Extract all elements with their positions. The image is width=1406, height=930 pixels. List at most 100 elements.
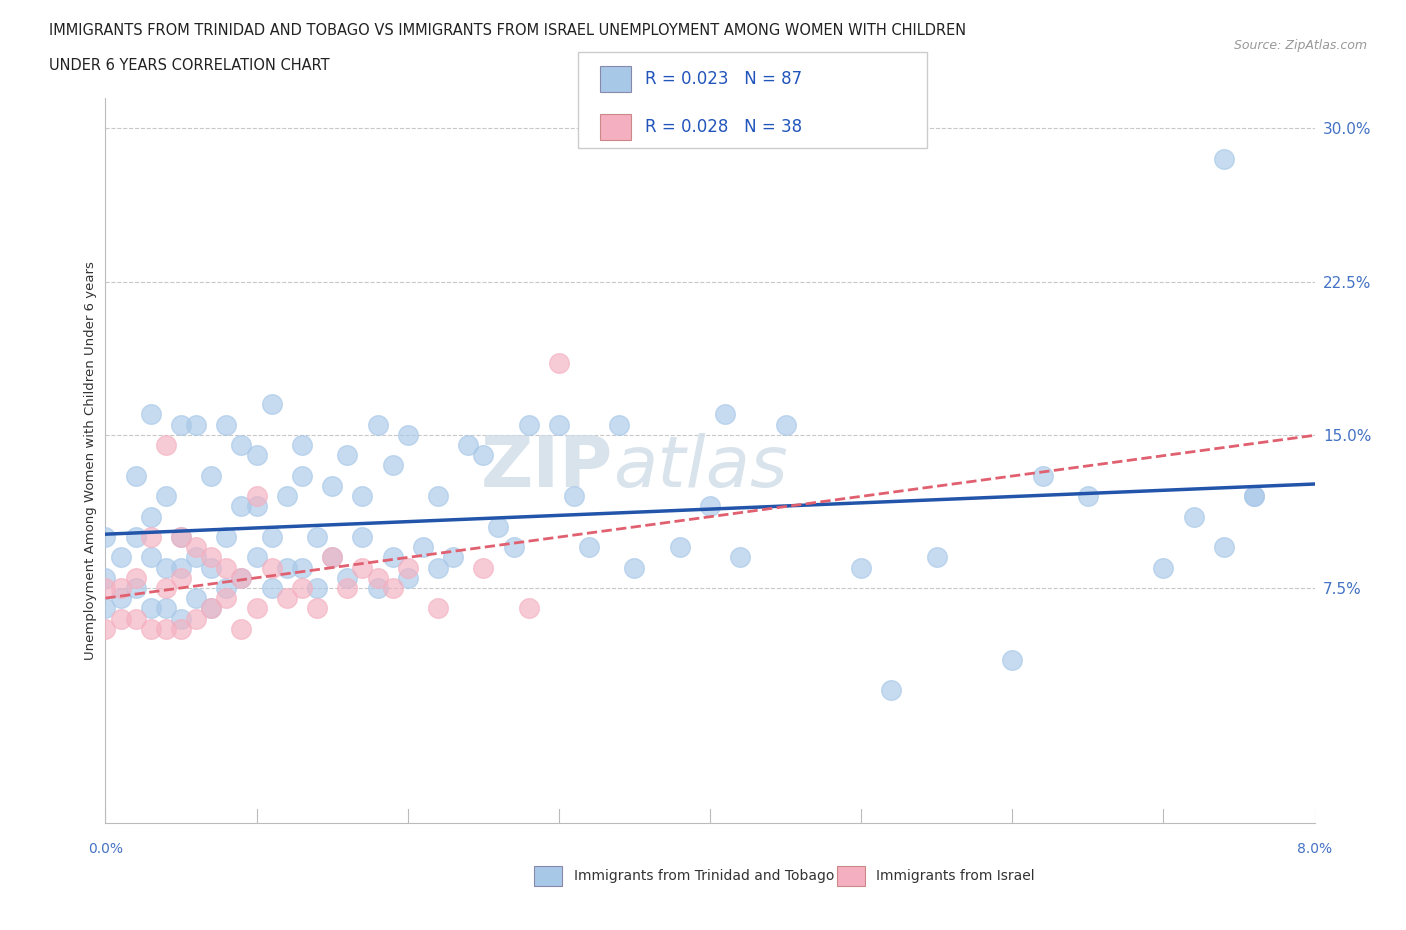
Point — [291, 580, 314, 595]
Point — [427, 560, 450, 575]
Point — [94, 621, 117, 636]
Text: UNDER 6 YEARS CORRELATION CHART: UNDER 6 YEARS CORRELATION CHART — [49, 58, 330, 73]
Point — [352, 488, 374, 503]
Point — [548, 418, 571, 432]
Point — [562, 488, 585, 503]
Point — [246, 601, 269, 616]
Point — [367, 580, 389, 595]
Point — [291, 560, 314, 575]
Point — [730, 550, 752, 565]
Point — [276, 591, 298, 605]
Text: R = 0.028   N = 38: R = 0.028 N = 38 — [645, 118, 803, 137]
Point — [488, 519, 510, 534]
Point — [1032, 468, 1054, 483]
Point — [396, 570, 419, 585]
Point — [110, 550, 132, 565]
Point — [231, 498, 253, 513]
Point — [1213, 539, 1236, 554]
Point — [246, 498, 269, 513]
Text: ZIP: ZIP — [481, 433, 613, 502]
Point — [336, 448, 359, 463]
Point — [170, 570, 193, 585]
Point — [246, 550, 269, 565]
Point — [1243, 488, 1265, 503]
Point — [291, 438, 314, 453]
Point — [548, 356, 571, 371]
Text: R = 0.023   N = 87: R = 0.023 N = 87 — [645, 70, 803, 88]
Point — [517, 418, 540, 432]
Point — [925, 550, 948, 565]
Point — [125, 611, 148, 626]
Point — [367, 570, 389, 585]
Point — [1001, 652, 1024, 667]
Point — [215, 560, 238, 575]
Point — [775, 418, 797, 432]
Point — [94, 601, 117, 616]
Point — [714, 407, 737, 422]
Point — [307, 529, 329, 544]
Point — [699, 498, 721, 513]
Point — [1153, 560, 1175, 575]
Point — [260, 580, 283, 595]
Point — [231, 621, 253, 636]
Point — [125, 580, 148, 595]
Point — [260, 397, 283, 412]
Point — [851, 560, 873, 575]
Point — [186, 611, 208, 626]
Point — [186, 550, 208, 565]
Point — [336, 570, 359, 585]
Y-axis label: Unemployment Among Women with Children Under 6 years: Unemployment Among Women with Children U… — [84, 261, 97, 659]
Point — [94, 529, 117, 544]
Point — [215, 580, 238, 595]
Point — [170, 418, 193, 432]
Point — [880, 683, 903, 698]
Point — [125, 529, 148, 544]
Point — [321, 550, 343, 565]
Point — [457, 438, 479, 453]
Point — [170, 529, 193, 544]
Point — [155, 560, 177, 575]
Point — [231, 570, 253, 585]
Text: Immigrants from Trinidad and Tobago: Immigrants from Trinidad and Tobago — [574, 869, 834, 883]
Text: Source: ZipAtlas.com: Source: ZipAtlas.com — [1233, 39, 1367, 52]
Point — [170, 560, 193, 575]
Text: 8.0%: 8.0% — [1298, 842, 1331, 856]
Point — [1243, 488, 1265, 503]
Point — [155, 488, 177, 503]
Text: Immigrants from Israel: Immigrants from Israel — [876, 869, 1035, 883]
Point — [321, 478, 343, 493]
Point — [170, 621, 193, 636]
Point — [186, 591, 208, 605]
Point — [110, 580, 132, 595]
Point — [412, 539, 434, 554]
Point — [125, 468, 148, 483]
Point — [1077, 488, 1099, 503]
Point — [94, 580, 117, 595]
Point — [246, 448, 269, 463]
Point — [200, 601, 222, 616]
Point — [623, 560, 645, 575]
Point — [609, 418, 631, 432]
Point — [139, 407, 162, 422]
Point — [231, 570, 253, 585]
Point — [186, 539, 208, 554]
Point — [200, 560, 222, 575]
Point — [396, 560, 419, 575]
Text: 0.0%: 0.0% — [89, 842, 122, 856]
Point — [155, 621, 177, 636]
Point — [170, 529, 193, 544]
Point — [170, 611, 193, 626]
Point — [291, 468, 314, 483]
Point — [139, 509, 162, 524]
Point — [441, 550, 464, 565]
Point — [110, 591, 132, 605]
Point — [517, 601, 540, 616]
Text: atlas: atlas — [613, 433, 787, 502]
Point — [381, 550, 404, 565]
Point — [381, 580, 404, 595]
Point — [307, 580, 329, 595]
Point — [155, 601, 177, 616]
Point — [502, 539, 524, 554]
Point — [352, 560, 374, 575]
Point — [215, 591, 238, 605]
